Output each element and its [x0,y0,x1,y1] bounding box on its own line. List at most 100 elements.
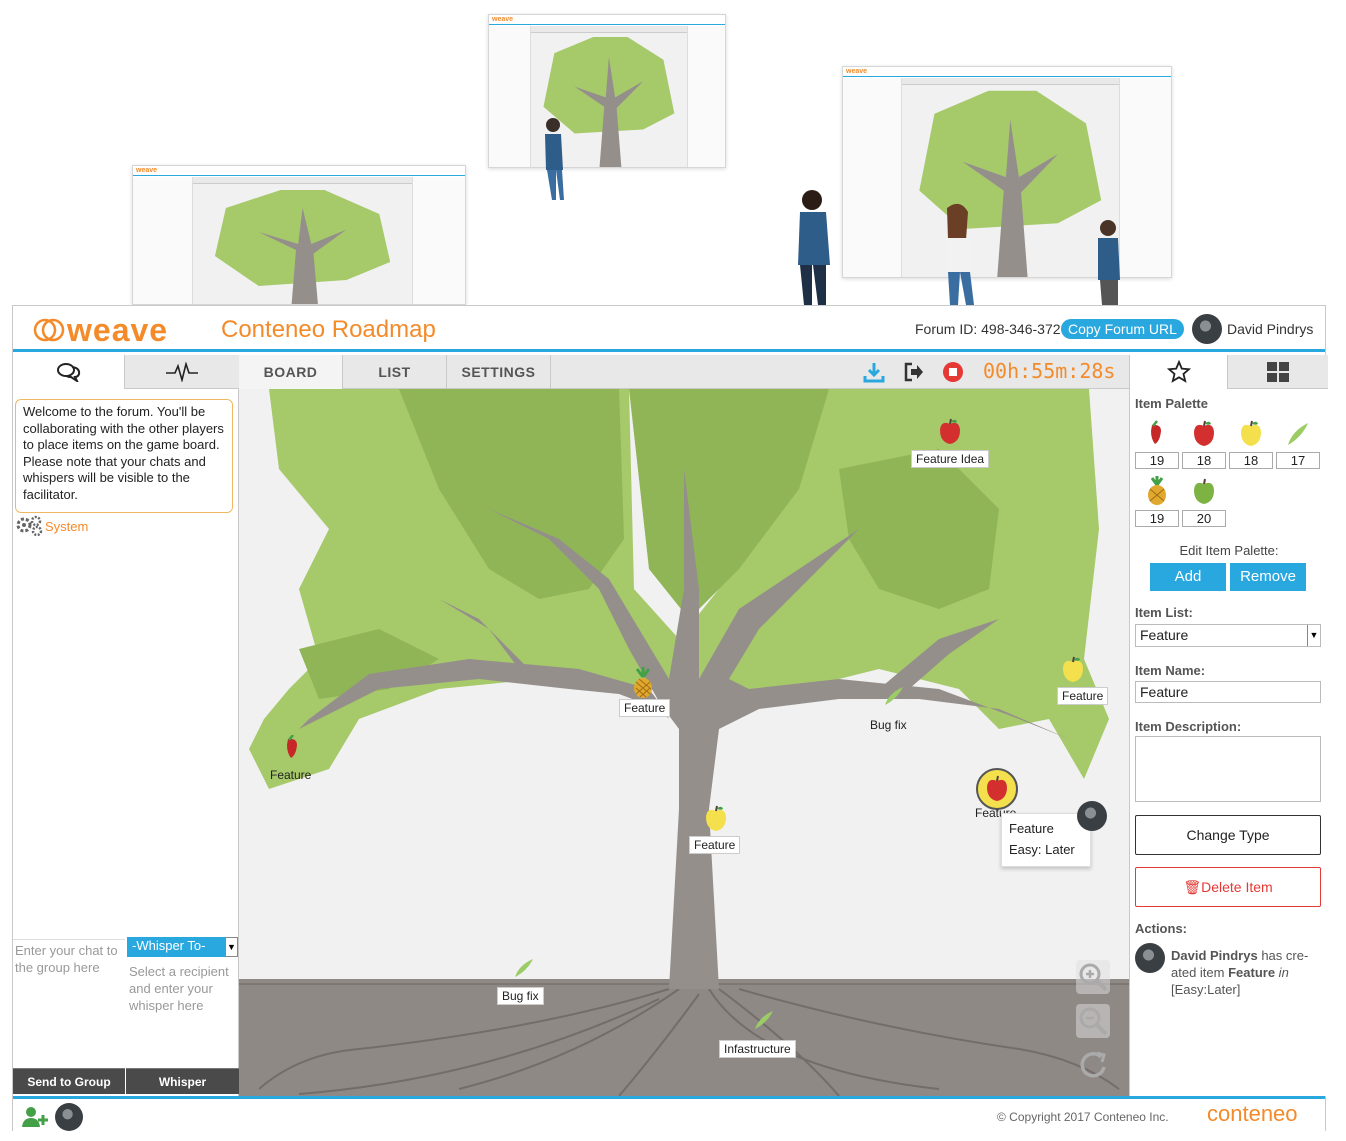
weave-app-window: weave Conteneo Roadmap Forum ID: 498-346… [12,305,1328,1131]
weave-logo: weave [31,310,207,348]
whisper-recipient-select[interactable]: -Whisper To- [127,937,225,957]
item-tooltip: Feature Easy: Later [1001,813,1091,867]
chat-bubbles-icon [56,363,80,382]
leaf-icon[interactable] [753,1009,775,1031]
remove-button[interactable]: Remove [1230,563,1306,591]
palette-item[interactable]: 18 [1229,417,1273,473]
palette-count: 18 [1229,452,1273,469]
board-item-label[interactable]: Feature Idea [911,450,990,468]
star-icon [1166,360,1191,383]
gears-icon [16,515,43,537]
palette-item[interactable]: 20 [1182,475,1226,531]
delete-item-label: Delete Item [1201,879,1273,895]
action-verb: has cre-ated item [1171,948,1309,980]
copyright: © Copyright 2017 Conteneo Inc. [997,1110,1169,1124]
mini-screen-left: weave [132,165,466,305]
chili-pepper-icon[interactable] [283,735,301,759]
palette-count: 19 [1135,510,1179,527]
chat-input[interactable]: Enter your chat to the group here [13,939,125,1066]
tooltip-title: Feature [1009,821,1054,836]
chevron-down-icon[interactable]: ▼ [1307,625,1320,646]
palette-count: 19 [1135,452,1179,469]
selected-red-apple-icon[interactable] [975,767,1019,811]
action-item: Feature [1228,965,1276,980]
tab-chat[interactable] [13,355,125,389]
green-apple-icon [1194,478,1214,504]
palette-count: 18 [1182,452,1226,469]
board-item-label[interactable]: Bug fix [497,987,544,1005]
tree-illustration [239,389,1129,1096]
page-title: Conteneo Roadmap [221,316,436,343]
tab-grid[interactable] [1228,355,1328,389]
palette-item[interactable]: 19 [1135,417,1179,473]
mini-screen-center: weave [488,14,726,168]
game-board[interactable]: Feature Idea Feature Feature Bug fix [239,389,1129,1096]
tab-list[interactable]: LIST [343,355,447,389]
app-footer: © Copyright 2017 Conteneo Inc. conteneo [13,1096,1325,1131]
pulse-icon [166,361,198,382]
chevron-down-icon[interactable]: ▼ [225,937,238,957]
mini-screen-right: weave [842,66,1172,278]
yellow-apple-icon [1241,420,1261,446]
grid-icon [1267,361,1289,382]
exit-icon[interactable] [903,361,925,383]
pineapple-icon [1148,476,1166,505]
logo-text: weave [67,312,169,348]
whisper-button[interactable]: Whisper [126,1068,239,1094]
board-item-label[interactable]: Feature [1057,687,1109,705]
actions-label: Actions: [1135,921,1187,936]
palette-item[interactable]: 17 [1276,417,1320,473]
chat-panel: Welcome to the forum. You'll be collabor… [13,355,239,1096]
avatar [1135,943,1165,973]
conteneo-logo: conteneo [1207,1101,1298,1126]
zoom-out-icon[interactable] [1075,1003,1111,1039]
zoom-in-icon[interactable] [1075,959,1111,995]
add-button[interactable]: Add [1150,563,1226,591]
trash-icon: 🗑 [1183,879,1202,895]
whisper-input[interactable]: Select a recipient and enter your whispe… [129,964,229,1013]
item-name-label: Item Name: [1135,663,1206,678]
main-toolbar: BOARD LIST SETTINGS 00h:55m:28s [239,355,1129,389]
tab-settings[interactable]: SETTINGS [447,355,551,389]
yellow-apple-icon[interactable] [703,805,729,833]
delete-item-button[interactable]: 🗑Delete Item [1135,867,1321,907]
send-to-group-button[interactable]: Send to Group [13,1068,125,1094]
tooltip-detail: Easy: Later [1009,842,1075,857]
item-name-input[interactable]: Feature [1135,681,1321,703]
add-user-icon[interactable] [21,1106,49,1128]
palette-item[interactable]: 19 [1135,475,1179,531]
leaf-icon [1288,423,1308,445]
palette-count: 17 [1276,452,1320,469]
tab-palette[interactable] [1130,355,1228,389]
board-item-label[interactable]: Infastructure [719,1040,796,1058]
chili-pepper-icon [1151,420,1161,444]
board-item-label[interactable]: Feature [270,768,312,782]
reset-view-icon[interactable] [1075,1047,1111,1083]
palette-item[interactable]: 18 [1182,417,1226,473]
yellow-apple-icon[interactable] [1060,656,1086,684]
leaf-icon[interactable] [883,685,905,707]
stop-icon[interactable] [942,361,964,383]
pineapple-icon[interactable] [631,667,655,699]
leaf-icon[interactable] [513,957,535,979]
tab-board[interactable]: BOARD [239,355,343,389]
action-user: David Pindrys [1171,948,1258,963]
board-item-label[interactable]: Feature [619,699,671,717]
avatar[interactable] [1192,314,1222,344]
avatar[interactable] [55,1103,83,1131]
download-icon[interactable] [863,361,885,383]
board-item-label[interactable]: Feature [689,836,741,854]
session-timer: 00h:55m:28s [983,359,1116,383]
item-panel: Item Palette 19 18 18 17 19 20 Edit Item… [1129,355,1328,1096]
welcome-message: Welcome to the forum. You'll be collabor… [15,399,233,513]
board-item-label[interactable]: Bug fix [870,718,907,732]
item-description-input[interactable] [1135,736,1321,802]
user-name: David Pindrys [1227,321,1314,337]
item-list-select[interactable]: Feature [1135,624,1321,647]
red-apple-icon [1194,420,1214,446]
tab-activity[interactable] [125,355,239,389]
palette-label: Item Palette [1135,396,1208,411]
change-type-button[interactable]: Change Type [1135,815,1321,855]
copy-forum-url-button[interactable]: Copy Forum URL [1061,319,1184,339]
red-apple-icon[interactable] [937,418,963,446]
